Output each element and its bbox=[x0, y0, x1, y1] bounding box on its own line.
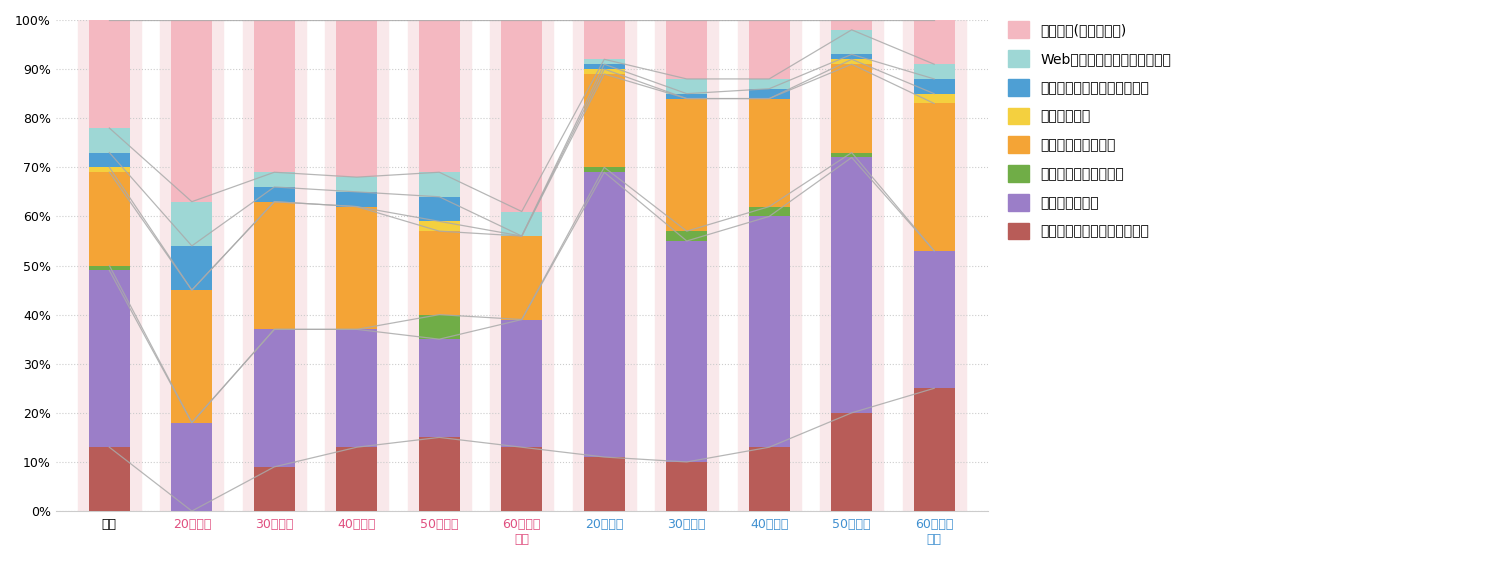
Bar bbox=[501, 20, 543, 211]
Bar bbox=[584, 457, 626, 511]
Bar bbox=[419, 222, 460, 231]
Bar bbox=[88, 447, 130, 511]
Bar bbox=[584, 59, 626, 64]
Bar bbox=[254, 20, 296, 172]
Bar bbox=[748, 447, 790, 511]
Bar bbox=[419, 20, 460, 172]
Bar bbox=[408, 20, 471, 511]
Bar bbox=[171, 202, 213, 246]
Bar bbox=[336, 329, 378, 447]
Bar bbox=[584, 20, 626, 59]
Bar bbox=[419, 172, 460, 197]
Bar bbox=[748, 99, 790, 206]
Bar bbox=[490, 20, 554, 511]
Bar bbox=[419, 315, 460, 339]
Bar bbox=[584, 64, 626, 69]
Bar bbox=[573, 20, 636, 511]
Bar bbox=[160, 20, 224, 511]
Bar bbox=[666, 231, 708, 241]
Bar bbox=[666, 241, 708, 462]
Bar bbox=[914, 79, 956, 94]
Bar bbox=[171, 290, 213, 422]
Bar bbox=[666, 79, 708, 94]
Bar bbox=[336, 177, 378, 192]
Bar bbox=[326, 20, 388, 511]
Bar bbox=[831, 30, 873, 54]
Bar bbox=[88, 167, 130, 172]
Bar bbox=[831, 64, 873, 153]
Bar bbox=[171, 20, 213, 202]
Bar bbox=[88, 270, 130, 447]
Bar bbox=[419, 197, 460, 222]
Bar bbox=[748, 206, 790, 217]
Bar bbox=[336, 206, 378, 329]
Bar bbox=[914, 64, 956, 79]
Bar bbox=[831, 153, 873, 158]
Bar bbox=[914, 20, 956, 64]
Bar bbox=[914, 94, 956, 103]
Bar bbox=[336, 447, 378, 511]
Bar bbox=[666, 94, 708, 99]
Bar bbox=[903, 20, 966, 511]
Bar bbox=[584, 69, 626, 74]
Bar bbox=[254, 329, 296, 467]
Bar bbox=[501, 447, 543, 511]
Bar bbox=[831, 158, 873, 413]
Bar bbox=[831, 413, 873, 511]
Bar bbox=[254, 172, 296, 187]
Bar bbox=[914, 251, 956, 388]
Bar bbox=[666, 99, 708, 231]
Bar bbox=[748, 20, 790, 79]
Bar bbox=[88, 128, 130, 153]
Bar bbox=[336, 20, 378, 177]
Bar bbox=[419, 438, 460, 511]
Bar bbox=[501, 320, 543, 447]
Bar bbox=[914, 103, 956, 251]
Bar bbox=[821, 20, 884, 511]
Bar bbox=[738, 20, 801, 511]
Bar bbox=[748, 79, 790, 89]
Bar bbox=[501, 236, 543, 320]
Bar bbox=[831, 54, 873, 59]
Bar bbox=[831, 59, 873, 64]
Bar bbox=[88, 20, 130, 128]
Bar bbox=[748, 217, 790, 447]
Bar bbox=[254, 187, 296, 202]
Bar bbox=[584, 172, 626, 457]
Bar bbox=[666, 20, 708, 79]
Bar bbox=[254, 467, 296, 511]
Bar bbox=[419, 339, 460, 438]
Bar bbox=[584, 74, 626, 167]
Bar bbox=[78, 20, 141, 511]
Bar bbox=[748, 89, 790, 99]
Bar bbox=[501, 211, 543, 236]
Bar bbox=[254, 202, 296, 329]
Bar bbox=[666, 462, 708, 511]
Bar bbox=[419, 231, 460, 315]
Bar bbox=[243, 20, 306, 511]
Bar bbox=[88, 153, 130, 167]
Bar bbox=[171, 422, 213, 511]
Bar bbox=[336, 192, 378, 206]
Bar bbox=[171, 246, 213, 290]
Bar bbox=[914, 388, 956, 511]
Bar bbox=[584, 167, 626, 172]
Bar bbox=[88, 172, 130, 265]
Bar bbox=[831, 20, 873, 30]
Legend: そのほか(衛生面など), Webサイトなどでの口コミ評価, 設備やアメニティーの充実度, 店舗デザイン, 室内の過ごしやすさ, 接客などサービスの質, 低価格、: そのほか(衛生面など), Webサイトなどでの口コミ評価, 設備やアメニティーの… bbox=[1004, 17, 1174, 243]
Bar bbox=[656, 20, 718, 511]
Bar bbox=[88, 265, 130, 270]
